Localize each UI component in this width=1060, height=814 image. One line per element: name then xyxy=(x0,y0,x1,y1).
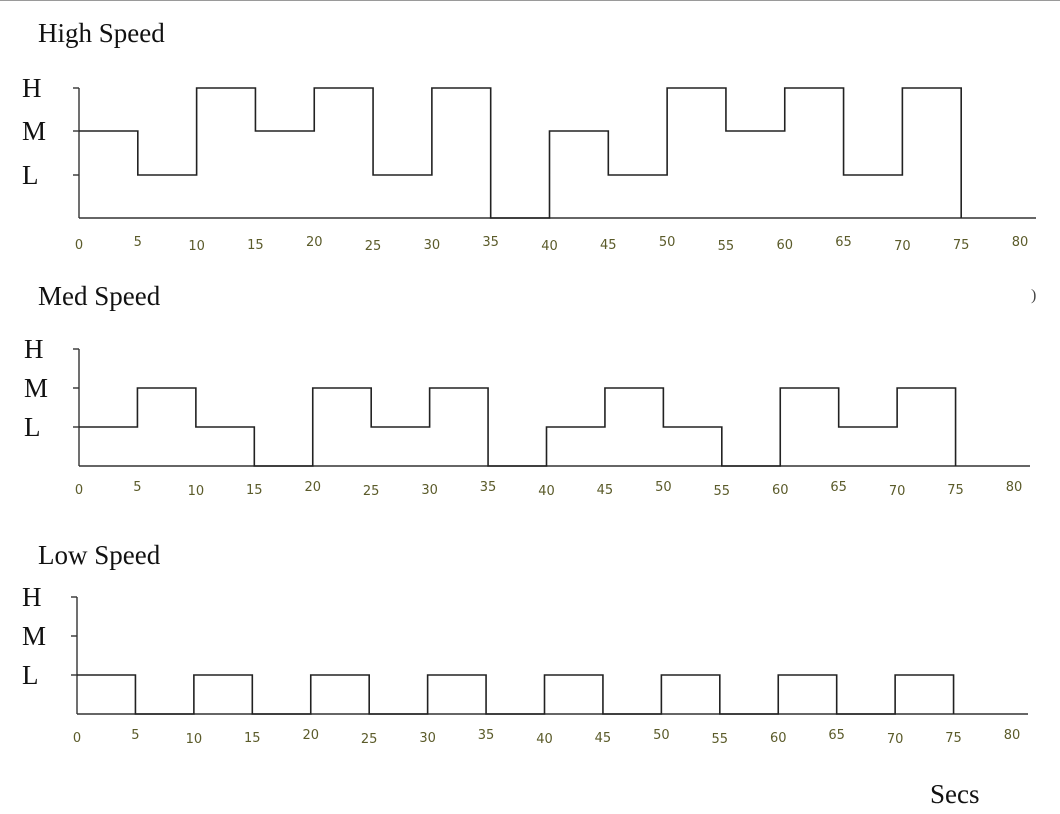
x-tick-label: 65 xyxy=(835,235,852,250)
y-tick-label: H xyxy=(22,73,42,103)
x-tick-label: 70 xyxy=(889,484,906,499)
x-tick-label: 5 xyxy=(131,728,139,743)
y-tick-label: L xyxy=(22,660,39,690)
x-tick-label: 10 xyxy=(186,732,203,747)
x-tick-label: 45 xyxy=(597,483,614,498)
y-tick-label: H xyxy=(22,582,42,612)
panel-title: Low Speed xyxy=(38,540,161,570)
x-tick-label: 0 xyxy=(73,731,81,746)
x-tick-label: 0 xyxy=(75,483,83,498)
x-tick-label: 30 xyxy=(419,731,436,746)
x-tick-label: 15 xyxy=(246,483,263,498)
y-tick-label: L xyxy=(22,160,39,190)
x-tick-label: 60 xyxy=(776,238,793,253)
x-tick-label: 65 xyxy=(830,480,847,495)
x-tick-label: 45 xyxy=(600,238,617,253)
x-tick-label: 15 xyxy=(247,238,264,253)
x-tick-label: 25 xyxy=(365,239,382,254)
x-tick-label: 5 xyxy=(133,480,141,495)
x-tick-label: 25 xyxy=(363,484,380,499)
panel-title: Med Speed xyxy=(38,281,161,311)
x-tick-label: 75 xyxy=(945,731,962,746)
stray-mark: ) xyxy=(1031,287,1036,304)
x-tick-label: 40 xyxy=(538,484,555,499)
y-tick-label: L xyxy=(24,412,41,442)
x-tick-label: 0 xyxy=(75,238,83,253)
x-tick-label: 15 xyxy=(244,731,261,746)
x-tick-label: 45 xyxy=(595,731,612,746)
x-tick-label: 70 xyxy=(887,732,904,747)
x-tick-label: 10 xyxy=(188,484,205,499)
y-tick-label: M xyxy=(22,621,46,651)
x-tick-label: 40 xyxy=(541,239,558,254)
x-tick-label: 10 xyxy=(188,239,205,254)
x-tick-label: 50 xyxy=(655,480,672,495)
x-tick-label: 75 xyxy=(947,483,964,498)
x-tick-label: 50 xyxy=(659,235,676,250)
x-tick-label: 80 xyxy=(1012,235,1029,250)
x-tick-label: 30 xyxy=(424,238,441,253)
speed-trace xyxy=(79,387,957,467)
x-tick-label: 80 xyxy=(1006,480,1023,495)
x-tick-label: 20 xyxy=(306,235,323,250)
y-tick-label: M xyxy=(24,373,48,403)
x-tick-label: 65 xyxy=(828,728,845,743)
x-tick-label: 60 xyxy=(770,731,787,746)
panel-title: High Speed xyxy=(38,18,165,48)
y-tick-label: H xyxy=(24,334,44,364)
x-tick-label: 70 xyxy=(894,239,911,254)
speed-trace xyxy=(77,674,955,715)
x-tick-label: 60 xyxy=(772,483,789,498)
top-border xyxy=(0,0,1060,1)
x-tick-label: 20 xyxy=(304,480,321,495)
x-tick-label: 75 xyxy=(953,238,970,253)
x-tick-label: 25 xyxy=(361,732,378,747)
x-tick-label: 40 xyxy=(536,732,553,747)
x-tick-label: 5 xyxy=(134,235,142,250)
x-tick-label: 55 xyxy=(718,239,735,254)
x-tick-label: 55 xyxy=(714,484,731,499)
x-tick-label: 35 xyxy=(480,480,497,495)
speed-trace xyxy=(79,87,962,219)
x-tick-label: 35 xyxy=(478,728,495,743)
x-tick-label: 50 xyxy=(653,728,670,743)
x-axis-label: Secs xyxy=(930,779,980,809)
x-tick-label: 30 xyxy=(421,483,438,498)
x-tick-label: 20 xyxy=(302,728,319,743)
x-tick-label: 55 xyxy=(712,732,729,747)
y-tick-label: M xyxy=(22,116,46,146)
x-tick-label: 35 xyxy=(482,235,499,250)
x-tick-label: 80 xyxy=(1004,728,1021,743)
